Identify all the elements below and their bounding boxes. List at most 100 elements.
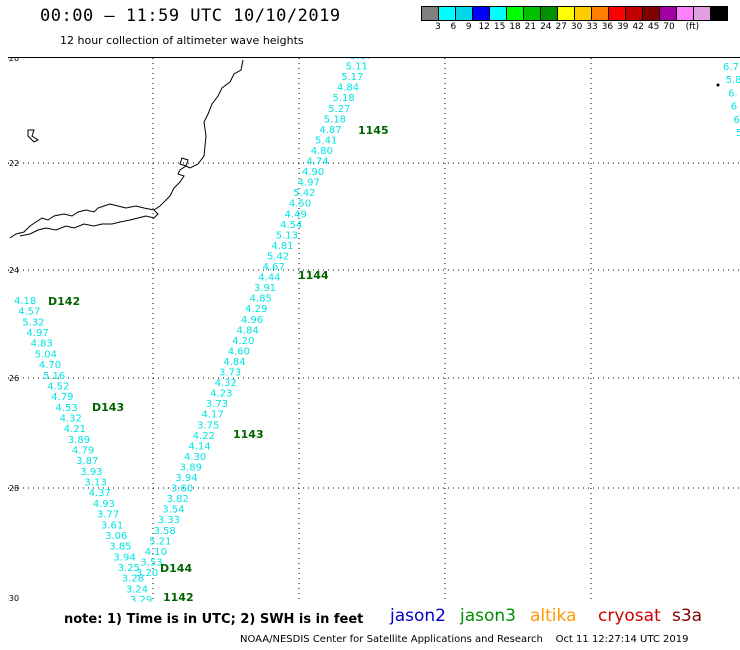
color-swatch xyxy=(591,6,609,21)
wave-height-value: 4.29 xyxy=(245,304,267,315)
wave-height-value: 3.89 xyxy=(68,435,90,446)
satellite-altika: altika xyxy=(530,606,577,626)
color-scale-tick-label: 3 xyxy=(435,22,441,32)
graticule xyxy=(8,58,740,602)
map-subtitle: 12 hour collection of altimeter wave hei… xyxy=(60,34,304,47)
wave-height-value: 3.93 xyxy=(80,467,102,478)
wave-height-value: 5.27 xyxy=(328,104,350,115)
wave-height-value: 4.18 xyxy=(14,296,36,307)
wave-height-value: 4.21 xyxy=(64,424,86,435)
pass-time-label: 1142 xyxy=(163,591,194,602)
wave-height-value: 5.42 xyxy=(267,251,289,262)
color-scale-tick-label: 30 xyxy=(570,22,583,32)
island xyxy=(179,157,189,167)
wave-height-value: 5 xyxy=(736,128,740,139)
satellite-jason3: jason3 xyxy=(460,606,516,626)
wave-height-value: 4.54 xyxy=(280,220,302,231)
wave-height-value: 4.97 xyxy=(298,178,320,189)
wave-height-value: 4.37 xyxy=(89,488,111,499)
pass-time-labels: 1145 1144 D142 D143 1143 D144 1142 xyxy=(48,124,389,602)
latitude-tick-label: -22 xyxy=(8,159,19,168)
color-scale-tick-label: 24 xyxy=(540,22,552,32)
wave-height-value: 3.20 xyxy=(136,568,158,579)
wave-height-value: 4.84 xyxy=(236,325,258,336)
satellite-jason2: jason2 xyxy=(390,606,446,626)
color-swatch xyxy=(438,6,456,21)
color-swatch xyxy=(659,6,677,21)
wave-height-value: 4.17 xyxy=(202,410,224,421)
wave-height-value: 4.23 xyxy=(210,389,232,400)
latitude-tick-label: -26 xyxy=(8,374,19,383)
wave-height-value: 5.17 xyxy=(341,72,363,83)
latitude-tick-label: -24 xyxy=(8,266,19,275)
wave-height-value: 5.32 xyxy=(22,317,44,328)
wave-height-value: 4.30 xyxy=(184,452,206,463)
color-scale-tick-label: 18 xyxy=(509,22,521,32)
color-swatch xyxy=(472,6,490,21)
wave-height-value: 4.10 xyxy=(145,547,167,558)
color-scale-tick-label: 21 xyxy=(524,22,537,32)
pass-time-label: 1144 xyxy=(298,269,329,282)
wave-height-value: 4.22 xyxy=(193,431,215,442)
wave-height-value: 3.85 xyxy=(109,542,131,553)
wave-height-value: 3.60 xyxy=(171,484,193,495)
wave-height-value: 4.32 xyxy=(215,378,237,389)
island-dot xyxy=(716,83,720,87)
pass-time-label: D143 xyxy=(92,401,124,414)
satellite-s3a: s3a xyxy=(672,606,703,626)
wave-height-value: 4.97 xyxy=(26,328,48,339)
wave-height-value: 4.50 xyxy=(289,199,311,210)
wave-height-value: 5.21 xyxy=(149,536,171,547)
color-swatch xyxy=(489,6,507,21)
color-scale-labels: 3 6 9 12 15 18 21 24 27 30 33 36 39 42 45 70 (ft) xyxy=(0,22,740,34)
wave-height-value: 3.06 xyxy=(105,531,127,542)
wave-height-value: 4.83 xyxy=(31,339,53,350)
color-swatch xyxy=(625,6,643,21)
altimeter-tracks: 5.175.115.174.845.185.275.184.875.414.80… xyxy=(14,58,740,602)
wave-height-value: 5.41 xyxy=(315,135,337,146)
wave-height-value: 3.89 xyxy=(180,462,202,473)
wave-height-value: 4.87 xyxy=(319,125,341,136)
wave-height-value: 5.11 xyxy=(346,62,368,73)
wave-height-value: 5.8 xyxy=(726,75,740,86)
wave-height-value: 3.94 xyxy=(113,552,135,563)
color-swatch xyxy=(523,6,541,21)
wave-height-value: 6 xyxy=(731,102,737,113)
wave-height-value: 3.29 xyxy=(130,595,152,602)
pass-time-label: D142 xyxy=(48,295,80,308)
wave-height-value: 4.81 xyxy=(271,241,293,252)
color-swatch xyxy=(455,6,473,21)
color-scale-tick-label: 12 xyxy=(478,22,490,32)
wave-height-value: 5.42 xyxy=(293,188,315,199)
wave-height-value: 5.13 xyxy=(276,230,298,241)
wave-height-value: 3.53 xyxy=(140,557,162,568)
wave-height-value: 3.91 xyxy=(254,283,276,294)
color-swatch xyxy=(710,6,728,21)
wave-height-value: 4.74 xyxy=(306,157,328,168)
wave-height-value: 3.75 xyxy=(197,420,219,431)
wave-height-value: 3.28 xyxy=(122,574,144,585)
pass-time-label: 1145 xyxy=(358,124,389,137)
wave-height-value: 6. xyxy=(728,88,738,99)
color-scale-tick-label: 33 xyxy=(586,22,598,32)
wave-height-value: 4.79 xyxy=(51,392,73,403)
latitude-tick-label: -30 xyxy=(8,594,19,602)
wave-height-value: 4.96 xyxy=(241,315,263,326)
satellite-cryosat: cryosat xyxy=(598,606,661,626)
wave-height-value: 3.13 xyxy=(84,478,106,489)
color-scale-tick-label: 42 xyxy=(632,22,644,32)
wave-height-value: 4.44 xyxy=(258,273,280,284)
wave-height-value: 4.70 xyxy=(39,360,61,371)
color-scale-legend xyxy=(421,6,728,21)
wave-height-value: 5.18 xyxy=(324,114,346,125)
wave-height-value: 4.60 xyxy=(228,346,250,357)
wave-height-value: 4.84 xyxy=(223,357,245,368)
wave-height-value: 4.32 xyxy=(60,413,82,424)
color-swatch xyxy=(642,6,660,21)
color-swatch xyxy=(608,6,626,21)
wave-height-value: 3.87 xyxy=(76,456,98,467)
wave-height-value: 3.73 xyxy=(219,368,241,379)
wave-height-value: 6 xyxy=(733,115,739,126)
wave-height-value: 4.90 xyxy=(302,167,324,178)
color-swatch xyxy=(421,6,439,21)
